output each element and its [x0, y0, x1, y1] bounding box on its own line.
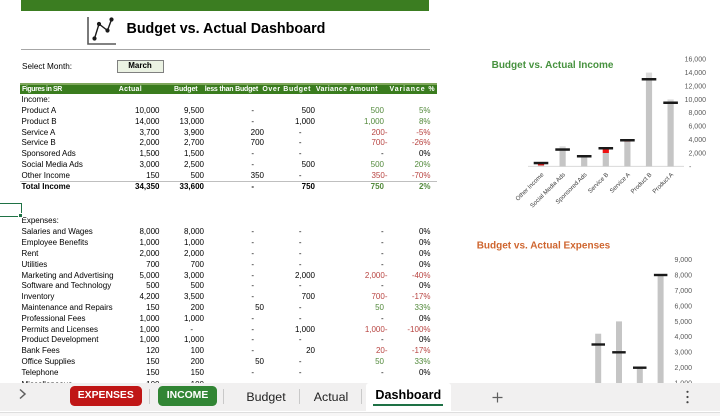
- svg-text:Product B: Product B: [630, 171, 654, 195]
- svg-text:10,000: 10,000: [685, 97, 707, 104]
- svg-text:6,000: 6,000: [688, 124, 706, 131]
- svg-text:3,000: 3,000: [674, 350, 692, 357]
- svg-text:9,000: 9,000: [674, 257, 692, 264]
- svg-text:4,000: 4,000: [674, 334, 692, 341]
- svg-text:2,000: 2,000: [674, 365, 692, 372]
- svg-text:8,000: 8,000: [688, 110, 706, 117]
- svg-text:8,000: 8,000: [674, 272, 692, 279]
- svg-text:2,000: 2,000: [688, 150, 706, 157]
- svg-text:12,000: 12,000: [685, 83, 707, 90]
- svg-text:Service B: Service B: [587, 171, 610, 194]
- svg-text:Product A: Product A: [651, 171, 675, 195]
- svg-text:Budget vs. Actual Income: Budget vs. Actual Income: [492, 60, 614, 71]
- svg-text:4,000: 4,000: [688, 137, 706, 144]
- svg-text:-: -: [689, 164, 692, 171]
- svg-text:7,000: 7,000: [674, 288, 692, 295]
- svg-text:5,000: 5,000: [674, 319, 692, 326]
- svg-text:6,000: 6,000: [674, 303, 692, 310]
- svg-text:14,000: 14,000: [685, 70, 707, 77]
- svg-text:Budget vs. Actual Expenses: Budget vs. Actual Expenses: [477, 241, 611, 252]
- svg-text:16,000: 16,000: [685, 57, 707, 64]
